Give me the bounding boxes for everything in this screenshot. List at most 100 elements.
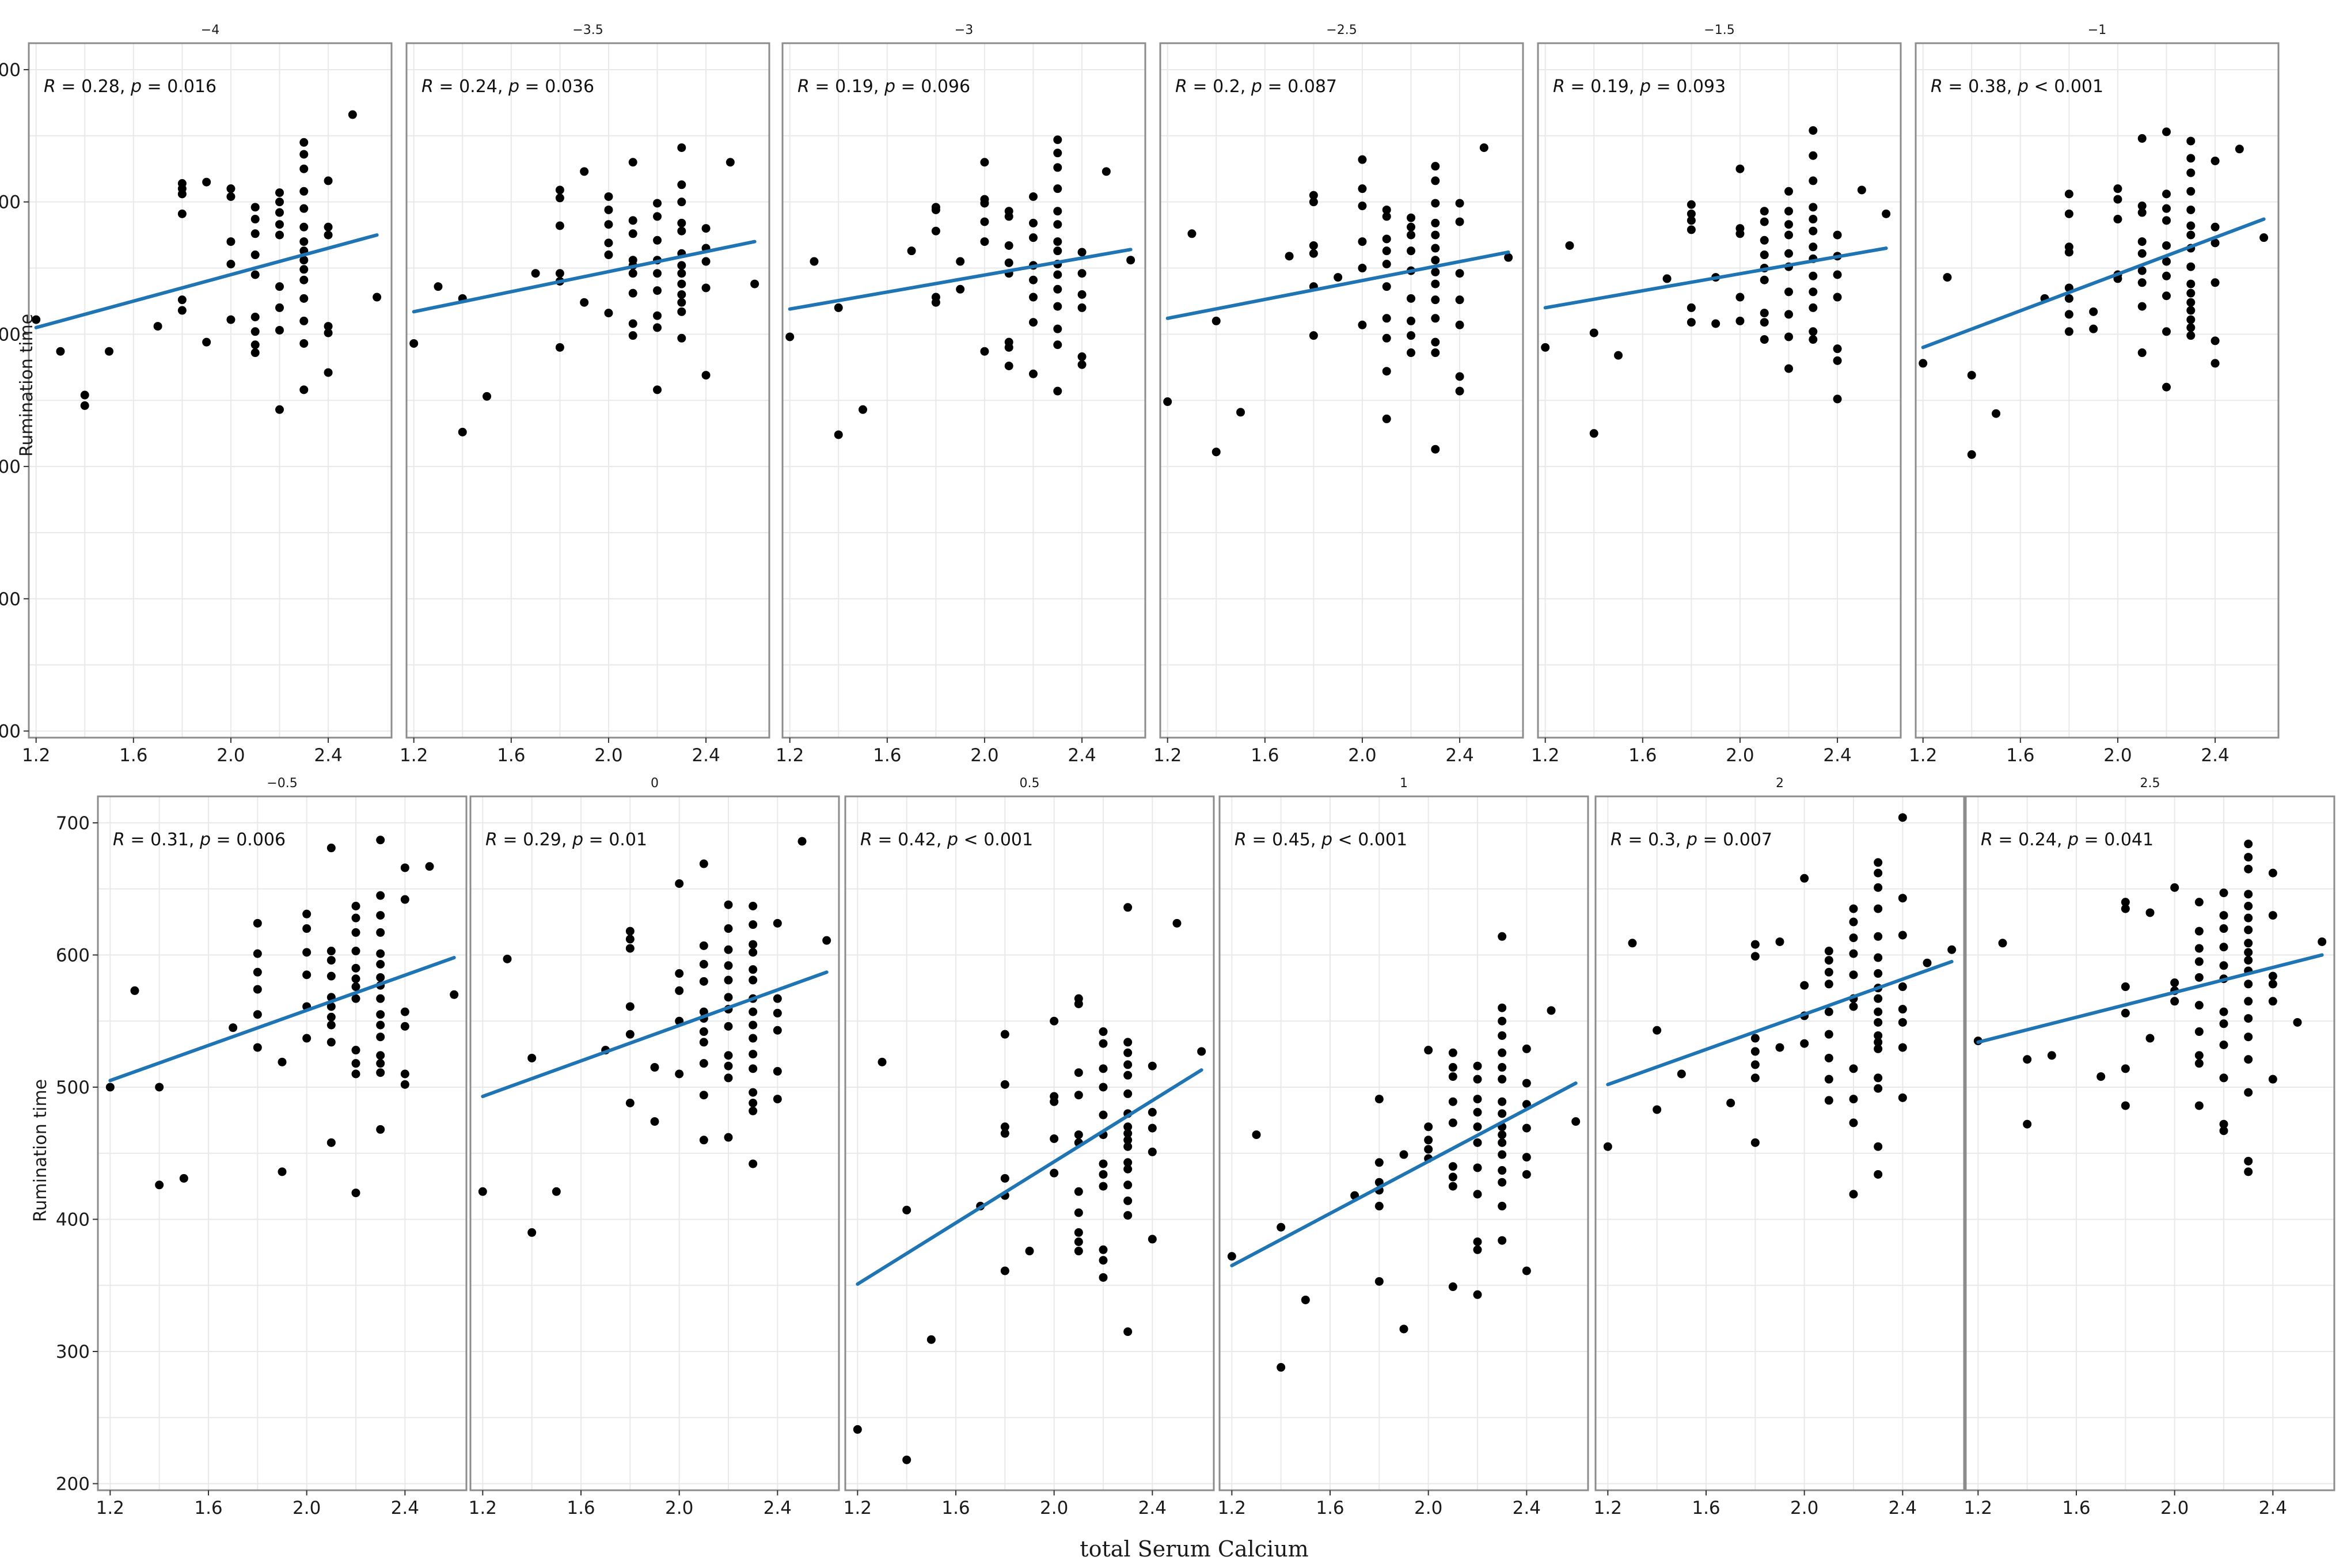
panel-1-data-point [275, 198, 284, 207]
panel-9-data-point [1123, 1158, 1133, 1167]
panel-5-data-point [1711, 319, 1720, 328]
panel-4-data-point [1431, 218, 1440, 227]
panel-12-data-point [2096, 1072, 2106, 1081]
panel-5-data-point [1784, 249, 1794, 258]
panel-11: 2 1.2 1.6 2.0 2.4 R = 0.3, p = 0.007 [1594, 776, 1965, 1518]
panel-3-data-point [980, 217, 989, 226]
panel-8-data-point [625, 944, 635, 953]
panel-8-data-point [625, 1002, 635, 1011]
panel-7-data-point [302, 970, 312, 979]
panel-1-data-point [105, 347, 114, 356]
panel-1-data-point [299, 316, 309, 325]
panel-7-data-point [376, 973, 385, 982]
panel-3-data-point [810, 257, 819, 266]
panel-10-data-point [1498, 1031, 1507, 1040]
panel-8-data-point [699, 1027, 708, 1037]
panel-9-data-point [1123, 1211, 1133, 1220]
panel-12-data-point [2219, 1126, 2228, 1136]
panel-10-data-point [1399, 1150, 1408, 1159]
panel-3-data-point [1029, 275, 1038, 284]
panel-8-data-point [749, 940, 758, 949]
panel-4-data-point [1407, 230, 1416, 240]
panel-12-data-point [2244, 864, 2253, 874]
panel-5-data-point [1833, 270, 1842, 279]
panel-4-data-point [1382, 246, 1391, 256]
panel-12-data-point [2293, 1018, 2302, 1027]
panel-11-data-point [1824, 1053, 1833, 1062]
panel-11-data-point [1603, 1142, 1612, 1151]
panel-7-data-point [376, 994, 385, 1003]
panel-1-data-point [250, 340, 260, 350]
panel-1-data-point [373, 293, 382, 302]
panel-6-data-point [2064, 294, 2073, 303]
panel-1-data-point [226, 260, 236, 269]
panel-5-data-point [1589, 328, 1598, 337]
panel-9-data-point [1197, 1047, 1206, 1056]
panel-3-data-point [1053, 184, 1062, 193]
panel-5-data-point [1565, 241, 1574, 250]
panel-10-data-point [1522, 1170, 1531, 1179]
panel-2-data-point [677, 279, 686, 288]
panel-10-data-point [1424, 1136, 1433, 1145]
panel-7-y-tick-label: 400 [56, 1209, 90, 1230]
panel-12-data-point [2219, 911, 2228, 920]
panel-2-data-point [555, 185, 564, 195]
panel-9-data-point [1025, 1247, 1034, 1256]
panel-10-data-point [1522, 1044, 1531, 1053]
panel-7-data-point [376, 911, 385, 920]
panel-4-data-point [1382, 234, 1391, 244]
panel-8-data-point [675, 879, 684, 888]
panel-7-data-point [351, 963, 360, 973]
panel-1-data-point [299, 339, 309, 348]
panel-7-data-point [253, 985, 262, 994]
panel-12-data-point [2318, 937, 2327, 946]
panel-3-frame [781, 42, 1146, 739]
panel-5-data-point [1784, 287, 1794, 297]
panel-9-data-point [1099, 1083, 1108, 1092]
panel-4-data-point [1455, 295, 1464, 305]
panel-7-data-point [425, 862, 434, 871]
panel-11-data-point [1824, 1030, 1833, 1039]
panel-1-data-point [226, 237, 236, 246]
panel-12-x-tick-label: 1.6 [2062, 1498, 2090, 1518]
panel-6-data-point [2137, 134, 2147, 143]
panel-5-data-point [1760, 309, 1769, 318]
panel-12-data-point [2244, 913, 2253, 922]
panel-2-data-point [555, 193, 564, 203]
panel-4-data-point [1309, 331, 1318, 340]
panel-7-y-tick-label: 600 [56, 945, 90, 966]
panel-2-x-tick-label: 2.4 [692, 745, 720, 766]
panel-5-data-point [1809, 215, 1818, 224]
panel-7-data-point [351, 1069, 360, 1079]
panel-9-data-point [1074, 999, 1083, 1008]
panel-5-data-point [1809, 151, 1818, 160]
panel-2-data-point [555, 221, 564, 230]
panel-9-data-point [1074, 1068, 1083, 1077]
panel-5-data-point [1833, 356, 1842, 365]
panel-11-data-point [1775, 937, 1784, 946]
panel-1-data-point [80, 390, 89, 400]
panel-4-data-point [1407, 316, 1416, 325]
panel-4-data-point [1382, 333, 1391, 343]
panel-11-data-point [1824, 947, 1833, 956]
panel-3-data-point [956, 284, 965, 294]
panel-12-data-point [2268, 979, 2277, 989]
panel-6-data-point [2137, 208, 2147, 217]
panel-8-data-point [675, 969, 684, 978]
panel-5-data-point [1687, 303, 1696, 312]
panel-3-data-point [859, 405, 868, 414]
panel-1-data-point [299, 237, 309, 246]
panel-8-data-point [822, 936, 831, 945]
x-axis-title: total Serum Calcium [1080, 1536, 1308, 1562]
panel-8-data-point [724, 1073, 733, 1083]
panel-5-data-point [1809, 126, 1818, 135]
panel-2-data-point [409, 339, 419, 348]
panel-3-data-point [1029, 369, 1038, 378]
panel-7-x-tick-label: 2.0 [293, 1498, 321, 1518]
panel-11-data-point [1750, 1060, 1760, 1069]
panel-8-data-point [650, 1063, 659, 1072]
panel-5-data-point [1541, 343, 1550, 352]
panel-3-fit-line [788, 248, 1133, 311]
panel-9-data-point [1099, 1170, 1108, 1179]
panel-7-data-point [302, 909, 312, 918]
